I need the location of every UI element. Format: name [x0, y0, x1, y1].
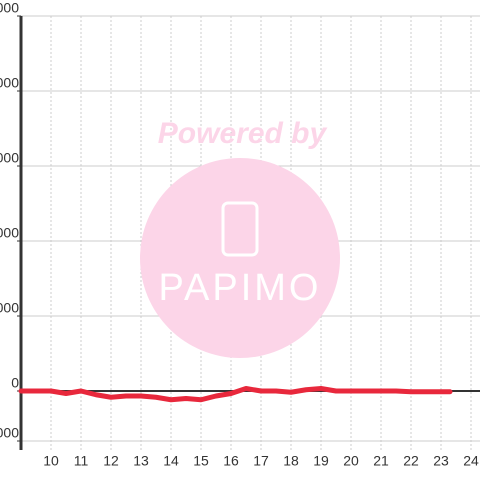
data-line [18, 386, 453, 403]
x-tick-label: 14 [163, 453, 179, 469]
y-tick-label: 150,000 [0, 0, 19, 16]
x-tick-label: 21 [373, 453, 389, 469]
watermark-icon [221, 201, 259, 257]
x-tick-label: 12 [103, 453, 119, 469]
x-tick-label: 20 [343, 453, 359, 469]
x-tick-label: 16 [223, 453, 239, 469]
y-tick-label: 30,000 [0, 300, 19, 316]
y-tick-label: -20,000 [0, 425, 19, 441]
x-tick-label: 19 [313, 453, 329, 469]
y-tick-label: 0 [11, 375, 19, 391]
y-tick-label: 90,000 [0, 150, 19, 166]
x-tick-label: 18 [283, 453, 299, 469]
watermark-logo: PAPIMO [159, 267, 322, 309]
x-tick-label: 22 [403, 453, 419, 469]
y-tick-label: 120,000 [0, 75, 19, 91]
x-tick-label: 24 [463, 453, 479, 469]
x-tick-label: 10 [43, 453, 59, 469]
x-tick-label: 23 [433, 453, 449, 469]
x-tick-label: 17 [253, 453, 269, 469]
x-tick-label: 11 [74, 453, 89, 469]
watermark-text: Powered by [158, 117, 328, 150]
x-tick-label: 15 [193, 453, 209, 469]
x-tick-label: 13 [133, 453, 149, 469]
watermark-circle [140, 158, 340, 358]
y-tick-label: 60,000 [0, 225, 19, 241]
